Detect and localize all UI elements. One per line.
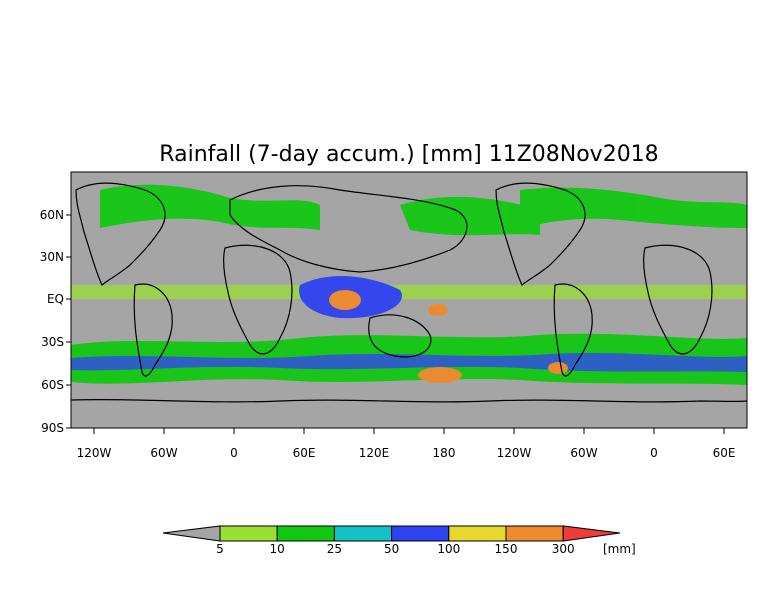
eurasia	[229, 185, 468, 273]
colorbar: 5 10 25 50 100 150 300	[162, 525, 621, 556]
colorbar-segment	[391, 525, 450, 542]
colorbar-tick-label: 10	[270, 542, 285, 556]
rain-heavy-south-america	[548, 362, 568, 374]
rain-heavy-pacific	[428, 304, 448, 316]
lat-tick-label: 30S	[41, 335, 64, 349]
africa-right	[642, 244, 713, 355]
lon-tick-label: 60W	[570, 446, 597, 460]
latitude-axis: 60N 30N EQ 30S 60S 90S	[40, 208, 71, 435]
lon-tick-label: 180	[433, 446, 456, 460]
colorbar-tick-label: 100	[437, 542, 460, 556]
colorbar-tick-label: 150	[495, 542, 518, 556]
lon-tick-label: 60W	[150, 446, 177, 460]
south-america-left	[133, 283, 173, 377]
lon-tick-label: 60E	[293, 446, 316, 460]
lat-tick-label: 90S	[41, 421, 64, 435]
colorbar-tick-label: 25	[327, 542, 342, 556]
colorbar-segment	[448, 525, 507, 542]
colorbar-segment	[219, 525, 278, 542]
lon-tick-label: 0	[230, 446, 238, 460]
colorbar-segment	[276, 525, 335, 542]
north-america-left	[75, 182, 166, 286]
longitude-axis: 120W 60W 0 60E 120E 180 120W 60W 0 60E	[77, 428, 736, 460]
north-america-right	[495, 182, 586, 286]
lat-tick-label: 30N	[40, 250, 64, 264]
colorbar-underflow-triangle	[162, 525, 221, 542]
rain-heavy-south-pacific	[418, 367, 462, 383]
rain-band-itcz	[71, 285, 747, 299]
map-frame	[70, 171, 748, 429]
africa	[222, 244, 293, 355]
map-panel	[70, 171, 748, 429]
antarctica-edge	[70, 398, 748, 403]
australia	[368, 314, 432, 358]
rain-band-north-atlantic-2	[520, 187, 747, 230]
lon-tick-label: 120E	[359, 446, 390, 460]
lon-tick-label: 0	[650, 446, 658, 460]
lon-tick-label: 120W	[77, 446, 112, 460]
colorbar-unit-label: [mm]	[603, 542, 636, 556]
colorbar-segment	[505, 525, 564, 542]
colorbar-tick-label: 5	[216, 542, 224, 556]
lat-tick-label: 60S	[41, 378, 64, 392]
colorbar-tick-label: 300	[552, 542, 575, 556]
colorbar-overflow-triangle	[562, 525, 621, 542]
south-america-right	[553, 283, 593, 377]
colorbar-segment	[333, 525, 393, 542]
rain-band-southern-ocean-core	[71, 353, 747, 372]
chart-title: Rainfall (7-day accum.) [mm] 11Z08Nov201…	[159, 142, 658, 167]
lon-tick-label: 60E	[713, 446, 736, 460]
rain-band-north-pacific	[400, 196, 540, 236]
colorbar-tick-label: 50	[384, 542, 399, 556]
coastlines	[70, 182, 748, 403]
rain-heavy-indonesia	[329, 290, 361, 310]
lat-tick-label: 60N	[40, 208, 64, 222]
rainfall-shading	[71, 184, 747, 385]
lat-tick-label: EQ	[47, 292, 64, 306]
lon-tick-label: 120W	[497, 446, 532, 460]
